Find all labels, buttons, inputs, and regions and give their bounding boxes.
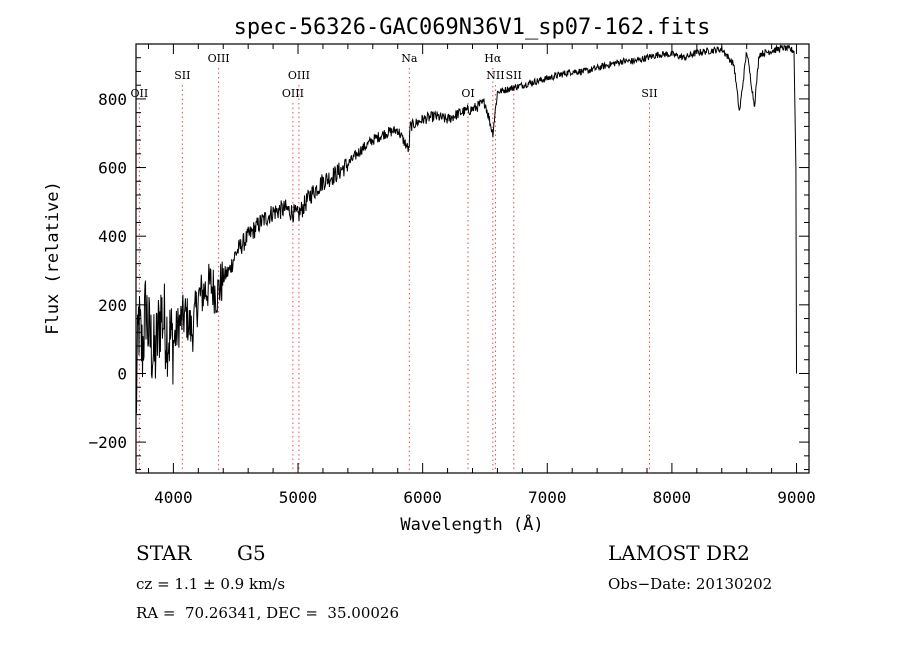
x-axis-label: Wavelength (Å) bbox=[400, 513, 543, 535]
object-class: STAR bbox=[136, 541, 192, 565]
emission-line-label: SII bbox=[506, 69, 522, 82]
chart-title: spec-56326-GAC069N36V1_sp07-162.fits bbox=[234, 15, 711, 40]
x-tick-label: 4000 bbox=[154, 488, 193, 507]
x-axis-ticks: 4000 5000 6000 7000 8000 9000 bbox=[147, 44, 816, 507]
emission-line-label: SII bbox=[174, 69, 190, 82]
x-tick-label: 5000 bbox=[279, 488, 318, 507]
object-subclass: G5 bbox=[237, 541, 266, 565]
emission-line-label: Na bbox=[401, 52, 418, 65]
y-tick-label: 800 bbox=[98, 90, 127, 109]
survey-name: LAMOST DR2 bbox=[608, 541, 750, 565]
spectrum-series bbox=[135, 44, 797, 414]
emission-line-label: Hα bbox=[484, 52, 502, 65]
spectrum-line bbox=[135, 44, 797, 414]
emission-line-label: OIII bbox=[288, 69, 310, 82]
emission-line-label: NII bbox=[486, 69, 504, 82]
emission-line-label: OIII bbox=[282, 87, 304, 100]
x-tick-label: 8000 bbox=[653, 488, 692, 507]
coordinates: RA = 70.26341, DEC = 35.00026 bbox=[136, 604, 400, 622]
emission-line-label: OII bbox=[131, 87, 149, 100]
x-tick-label: 9000 bbox=[777, 488, 816, 507]
x-tick-label: 7000 bbox=[528, 488, 567, 507]
y-axis-ticks: −200 0 200 400 600 800 bbox=[88, 57, 809, 471]
y-tick-label: 0 bbox=[117, 364, 127, 383]
observation-date: Obs−Date: 20130202 bbox=[608, 575, 773, 593]
y-axis-label: Flux (relative) bbox=[43, 181, 63, 335]
redshift-cz: cz = 1.1 ± 0.9 km/s bbox=[136, 575, 286, 593]
y-tick-label: 600 bbox=[98, 159, 127, 178]
x-tick-label: 6000 bbox=[403, 488, 442, 507]
y-tick-label: −200 bbox=[88, 433, 127, 452]
emission-line-label: SII bbox=[641, 87, 657, 100]
y-tick-label: 400 bbox=[98, 227, 127, 246]
y-tick-label: 200 bbox=[98, 296, 127, 315]
emission-line-label: OI bbox=[461, 87, 474, 100]
emission-line-label: OIII bbox=[208, 52, 230, 65]
